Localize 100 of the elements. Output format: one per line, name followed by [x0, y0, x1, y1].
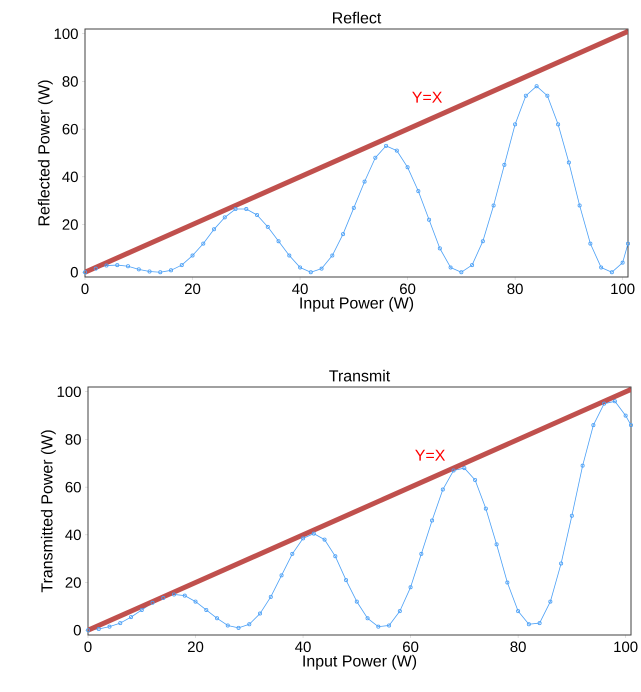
point	[115, 263, 120, 268]
point	[426, 218, 431, 222]
series-label: Y=X	[412, 92, 442, 103]
point	[233, 207, 238, 212]
chart-title: Transmit	[328, 370, 390, 382]
x-axis-title: Input Power (W)	[303, 654, 416, 670]
point	[472, 478, 477, 482]
point	[244, 207, 248, 212]
x-tick-label: 20	[188, 642, 204, 652]
point	[470, 263, 474, 268]
point	[623, 414, 628, 418]
point	[526, 622, 531, 626]
point	[107, 624, 112, 629]
x-tick-label: 40	[292, 284, 308, 294]
point	[94, 266, 98, 271]
x-tick-label: 40	[294, 642, 311, 652]
x-tick-label: 80	[510, 642, 526, 652]
point	[416, 189, 420, 194]
point	[419, 552, 424, 556]
point	[158, 270, 162, 274]
point	[290, 552, 294, 556]
point	[376, 624, 380, 629]
point	[247, 622, 252, 626]
x-tick-label: 60	[400, 284, 416, 294]
point	[610, 270, 614, 274]
point	[298, 265, 302, 270]
point	[620, 260, 624, 265]
point	[524, 94, 528, 98]
point	[168, 268, 173, 272]
point	[287, 254, 292, 258]
point	[502, 162, 506, 167]
point	[104, 264, 108, 268]
point	[491, 203, 496, 208]
y-tick-label: 0	[70, 266, 78, 278]
y-tick-label: 80	[62, 76, 78, 87]
point	[147, 270, 152, 274]
point	[430, 518, 434, 523]
x-tick-label: 0	[81, 284, 88, 294]
y-tick-label: 20	[62, 219, 78, 230]
point	[545, 94, 550, 98]
y-axis-title: Reflected Power (W)	[38, 80, 52, 226]
point	[516, 609, 520, 614]
point	[214, 616, 219, 620]
point	[440, 488, 445, 492]
y-tick-label: 60	[62, 124, 78, 134]
x-tick-label: 80	[507, 284, 523, 294]
x-tick-label: 20	[184, 284, 200, 294]
y-tick-label: 100	[57, 386, 81, 398]
point	[268, 594, 273, 599]
point	[344, 578, 348, 582]
point	[451, 468, 456, 472]
point	[300, 536, 305, 540]
point	[182, 594, 187, 598]
point	[312, 532, 316, 536]
point	[556, 122, 560, 126]
point	[266, 224, 270, 229]
point	[226, 623, 230, 628]
point	[136, 267, 141, 272]
point	[96, 627, 101, 632]
point	[322, 538, 326, 542]
point	[612, 399, 617, 404]
point	[494, 542, 498, 546]
y-tick-label: 40	[62, 172, 78, 182]
point	[276, 239, 280, 244]
point	[398, 609, 402, 614]
point	[588, 242, 592, 246]
point	[126, 264, 130, 268]
point	[386, 623, 391, 628]
point	[591, 423, 596, 428]
point	[459, 270, 464, 274]
y-tick-label: 100	[54, 28, 78, 40]
point	[172, 592, 176, 596]
point	[577, 203, 582, 208]
x-tick-label: 100	[611, 284, 634, 294]
point	[365, 616, 370, 620]
point	[190, 254, 194, 258]
point	[330, 254, 334, 258]
point	[354, 600, 359, 604]
point	[373, 156, 378, 160]
series-label: Y=X	[414, 450, 445, 461]
point	[319, 266, 324, 271]
point	[480, 239, 485, 244]
point	[438, 246, 442, 250]
point	[394, 148, 399, 153]
point	[362, 180, 366, 184]
y-tick-label: 40	[64, 530, 81, 540]
point	[408, 585, 412, 590]
point	[150, 600, 154, 605]
point	[212, 227, 216, 232]
point	[204, 608, 208, 612]
point	[602, 402, 606, 406]
point	[505, 580, 510, 585]
point	[308, 270, 313, 274]
point	[161, 596, 166, 600]
x-axis-title: Input Power (W)	[300, 296, 413, 312]
point	[140, 608, 144, 612]
point	[128, 615, 133, 620]
point	[462, 466, 466, 470]
y-axis-title: Transmitted Power (W)	[40, 430, 56, 592]
y-tick-label: 20	[65, 577, 81, 588]
